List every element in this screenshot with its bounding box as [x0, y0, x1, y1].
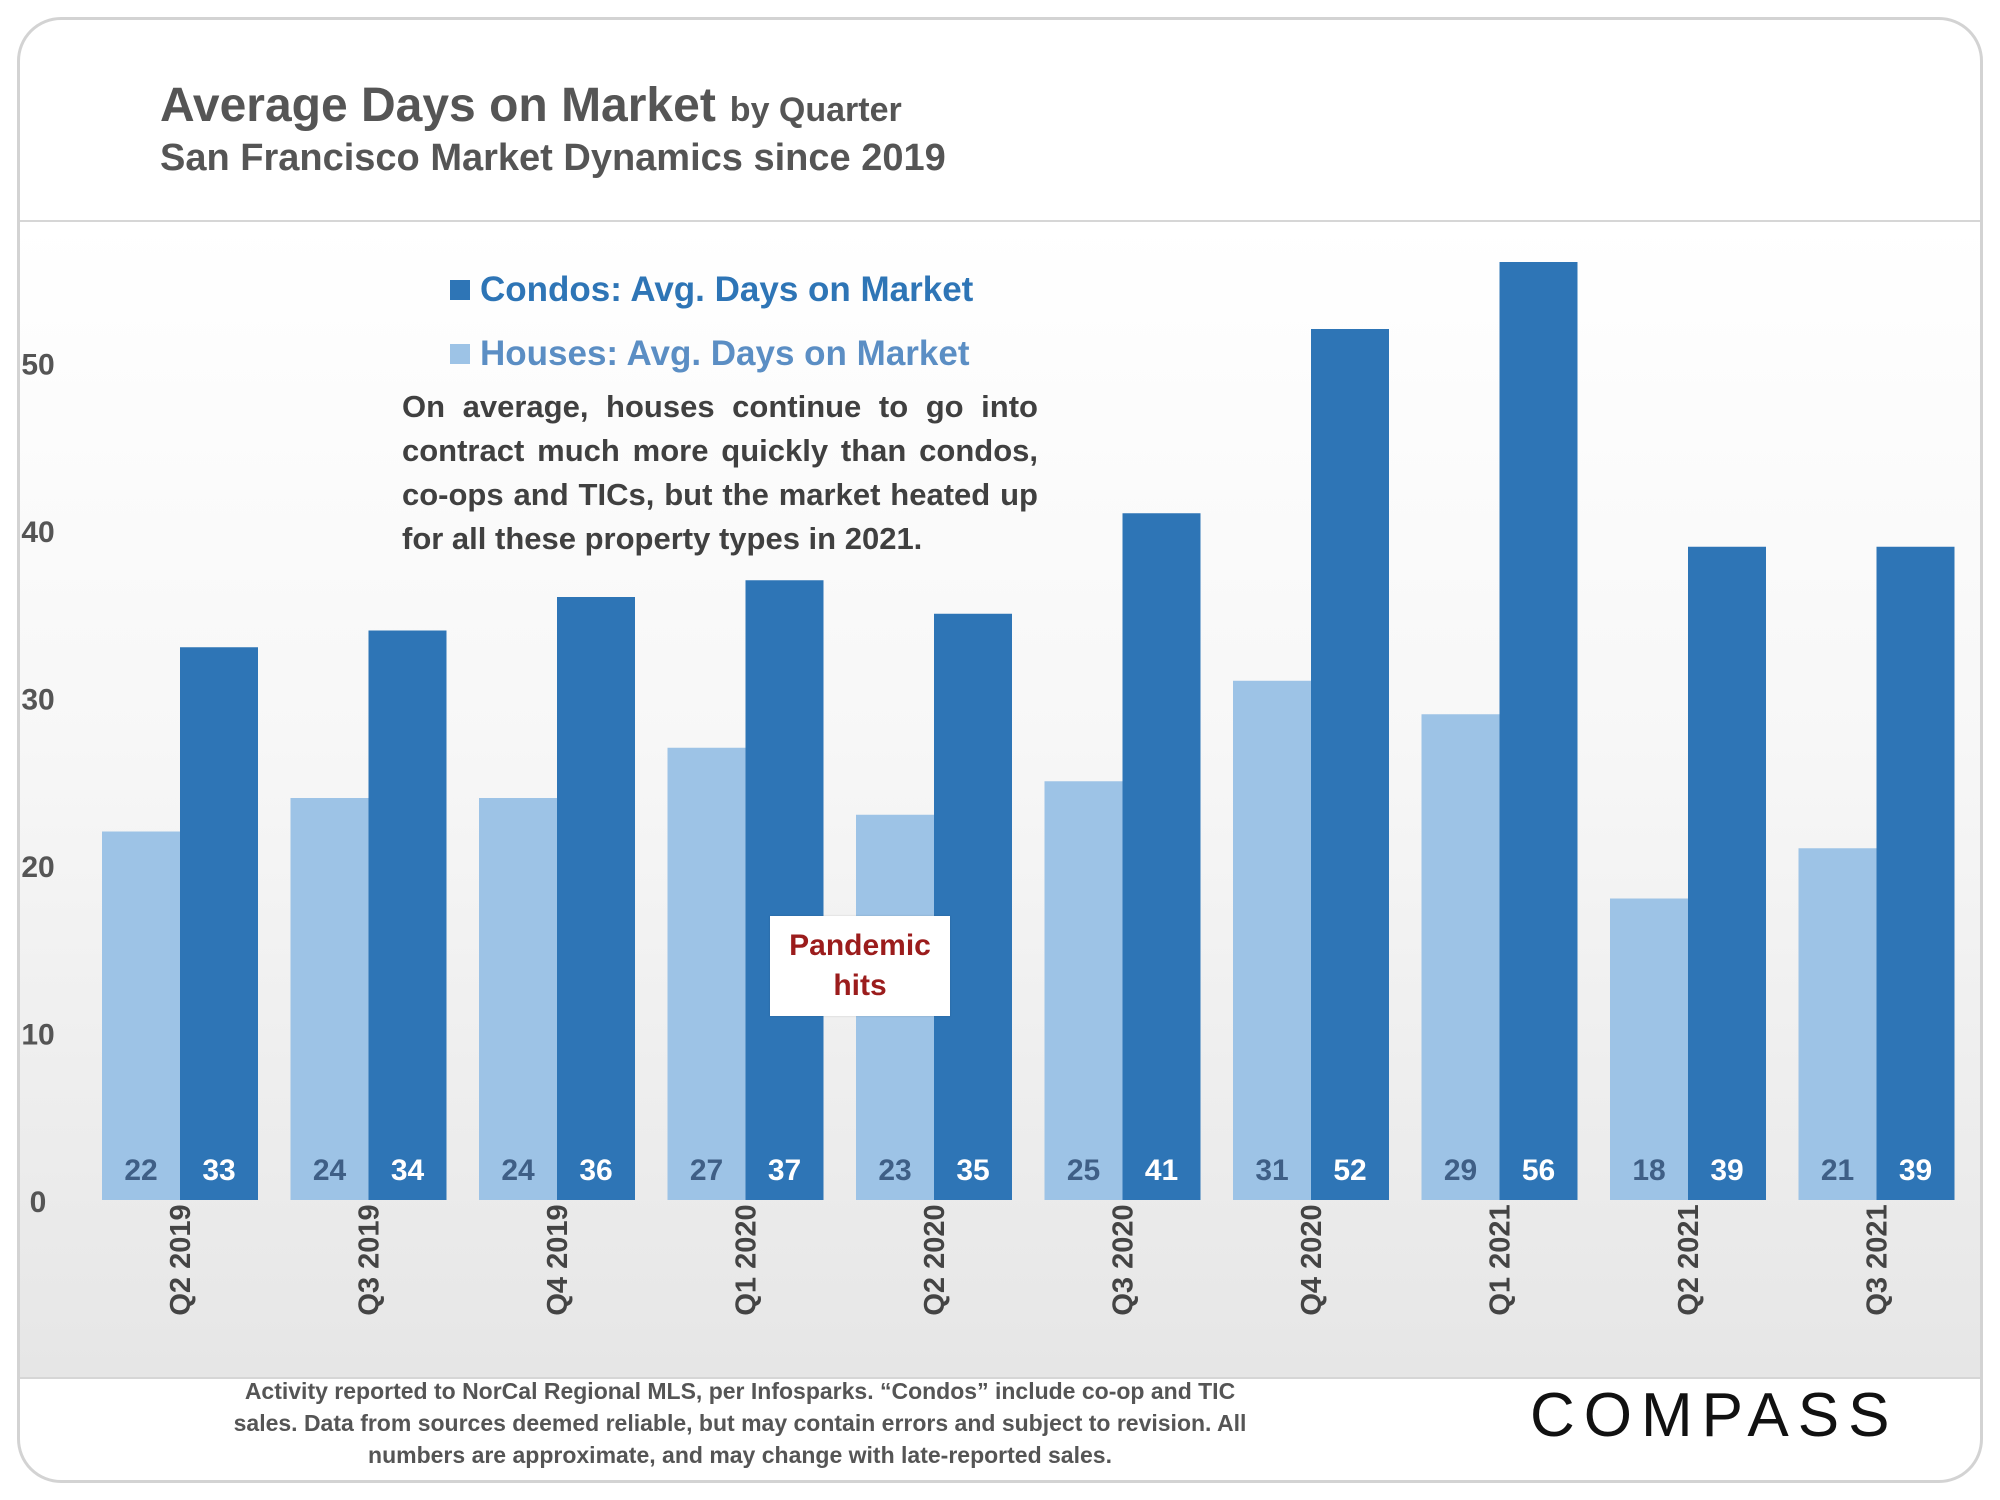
bar-condos: [1499, 262, 1578, 1200]
x-tick-label: Q2 2020: [919, 1204, 951, 1315]
bar-condos: [1688, 546, 1766, 1200]
compass-logo: COMPASS: [1530, 1381, 1899, 1450]
bar-condos: [368, 630, 447, 1200]
bar-value-label: 29: [1444, 1154, 1477, 1187]
legend-swatch-houses: [450, 344, 470, 364]
bar-value-label: 35: [956, 1154, 989, 1187]
y-tick-label: 10: [21, 1019, 54, 1052]
chart-title-suffix: by Quarter: [729, 91, 902, 129]
y-tick-label: 0: [30, 1186, 47, 1219]
bar-value-label: 24: [501, 1154, 535, 1187]
y-tick-label: 50: [21, 349, 54, 382]
bar-value-label: 56: [1522, 1154, 1555, 1187]
bar-value-label: 37: [768, 1154, 801, 1187]
x-tick-label: Q2 2021: [1673, 1204, 1705, 1315]
x-tick-label: Q1 2020: [731, 1204, 763, 1315]
bar-houses: [102, 831, 180, 1200]
y-tick-label: 30: [21, 684, 54, 717]
bar-value-label: 18: [1632, 1154, 1665, 1187]
bar-value-label: 39: [1899, 1154, 1932, 1187]
bar-value-label: 25: [1067, 1154, 1100, 1187]
bar-value-label: 39: [1710, 1154, 1743, 1187]
y-tick-label: 40: [21, 516, 54, 549]
bar-houses: [479, 798, 557, 1200]
x-tick-label: Q4 2019: [542, 1204, 574, 1315]
x-tick-label: Q3 2020: [1108, 1204, 1140, 1315]
bar-houses: [290, 798, 369, 1200]
x-tick-label: Q3 2021: [1862, 1204, 1894, 1315]
bar-condos: [1122, 513, 1201, 1200]
y-tick-label: 20: [21, 851, 54, 884]
bar-condos: [180, 647, 258, 1200]
legend-swatch-condos: [450, 280, 470, 300]
bar-condos: [1876, 546, 1955, 1200]
bar-houses: [1421, 714, 1500, 1200]
x-tick-label: Q1 2021: [1485, 1204, 1517, 1315]
bar-value-label: 52: [1333, 1154, 1366, 1187]
chart-legend: Condos: Avg. Days on Market Houses: Avg.…: [450, 258, 973, 386]
bar-condos: [745, 580, 824, 1200]
x-tick-label: Q4 2020: [1296, 1204, 1328, 1315]
bar-value-label: 31: [1255, 1154, 1288, 1187]
bar-houses: [1610, 898, 1688, 1200]
x-tick-label: Q2 2019: [165, 1204, 197, 1315]
bar-value-label: 24: [313, 1154, 347, 1187]
pandemic-callout: Pandemic hits: [770, 916, 950, 1016]
bar-value-label: 23: [878, 1154, 911, 1187]
x-tick-label: Q3 2019: [354, 1204, 386, 1315]
bar-houses: [1798, 848, 1877, 1200]
chart-subtitle: San Francisco Market Dynamics since 2019: [160, 137, 946, 179]
bar-condos: [1311, 329, 1389, 1200]
bar-condos: [934, 613, 1012, 1200]
bar-houses: [1233, 680, 1311, 1200]
bar-value-label: 36: [579, 1154, 612, 1187]
bar-value-label: 27: [690, 1154, 723, 1187]
bar-houses: [1044, 781, 1123, 1200]
bar-value-label: 41: [1145, 1154, 1178, 1187]
legend-label-condos: Condos: Avg. Days on Market: [480, 270, 974, 309]
chart-header: Average Days on Market by Quarter San Fra…: [160, 78, 946, 180]
bar-value-label: 22: [124, 1154, 157, 1187]
legend-item-condos: Condos: Avg. Days on Market: [450, 258, 973, 322]
chart-annotation: On average, houses continue to go into c…: [402, 389, 1038, 556]
pandemic-callout-text: Pandemic hits: [789, 929, 931, 1002]
bar-condos: [557, 597, 635, 1200]
footnote: Activity reported to NorCal Regional MLS…: [233, 1378, 1247, 1468]
bar-houses: [667, 747, 746, 1200]
bar-value-label: 21: [1821, 1154, 1854, 1187]
chart-title: Average Days on Market: [160, 79, 716, 132]
legend-label-houses: Houses: Avg. Days on Market: [480, 334, 970, 373]
bar-value-label: 33: [202, 1154, 235, 1187]
bar-value-label: 34: [391, 1154, 425, 1187]
title-line: Average Days on Market by Quarter: [160, 78, 946, 133]
legend-item-houses: Houses: Avg. Days on Market: [450, 322, 973, 386]
